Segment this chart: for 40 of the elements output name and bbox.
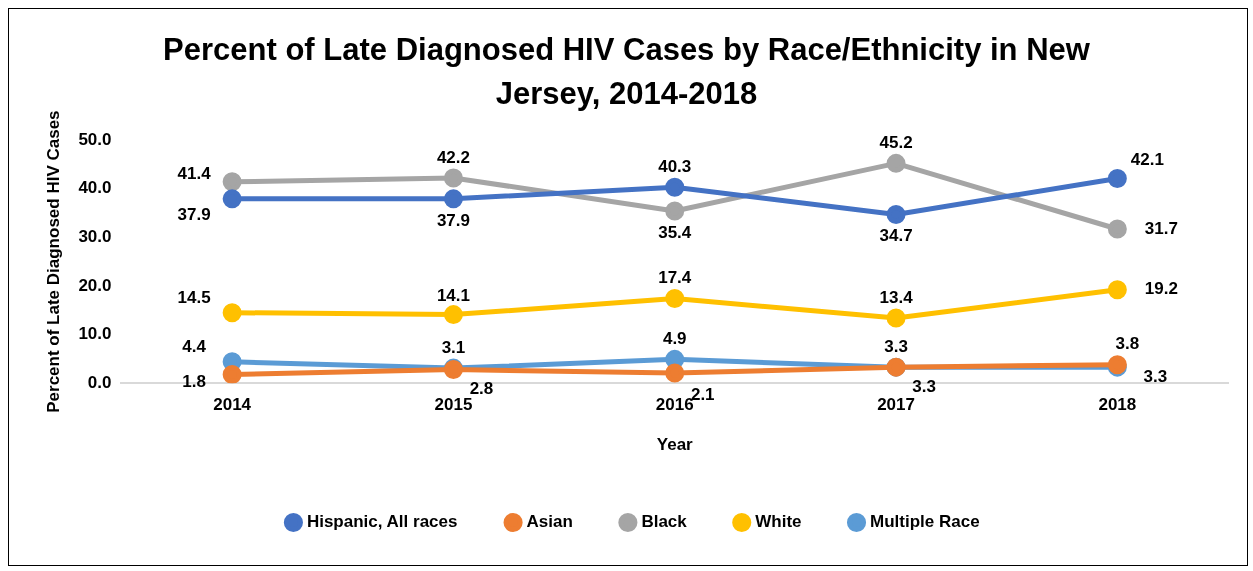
data-label: 4.4 <box>182 337 207 357</box>
data-label: 17.4 <box>658 268 692 288</box>
y-tick-label: 40.0 <box>78 178 112 198</box>
data-label: 3.8 <box>1115 334 1140 354</box>
data-label: 37.9 <box>177 204 211 224</box>
legend-label: Black <box>641 512 688 532</box>
data-label: 41.4 <box>177 163 212 183</box>
data-label: 45.2 <box>879 133 913 153</box>
data-label: 34.7 <box>879 226 913 246</box>
y-tick-label: 30.0 <box>78 226 112 246</box>
y-tick-label: 20.0 <box>78 275 112 295</box>
data-label: 3.3 <box>884 336 908 356</box>
legend-label: Hispanic, All races <box>306 512 458 532</box>
data-label: 19.2 <box>1144 279 1178 299</box>
data-label: 37.9 <box>436 210 470 230</box>
y-tick-label: 50.0 <box>78 129 112 149</box>
legend-label: Asian <box>526 512 573 532</box>
y-tick-label: 0.0 <box>87 372 112 392</box>
data-label: 1.8 <box>182 372 206 392</box>
data-label: 40.3 <box>658 156 692 176</box>
data-label: 35.4 <box>658 222 692 242</box>
data-label: 31.7 <box>1144 218 1178 238</box>
data-label: 3.1 <box>441 337 466 357</box>
x-axis-title: Year <box>656 435 694 455</box>
data-label: 42.2 <box>436 147 470 167</box>
data-label: 14.5 <box>177 288 211 308</box>
data-label: 3.3 <box>1143 366 1168 386</box>
data-label: 13.4 <box>879 287 914 307</box>
data-label: 42.1 <box>1130 150 1164 170</box>
y-tick-label: 10.0 <box>78 324 112 344</box>
chart-title: Percent of Late Diagnosed HIV Cases by Race/Ethnicity in New Jersey, 2014-2018 <box>162 31 1091 113</box>
data-label: 14.1 <box>436 286 470 306</box>
x-tick-label: 2018 <box>1098 395 1137 415</box>
legend-label: Multiple Race <box>870 512 980 532</box>
x-tick-label: 2014 <box>213 395 252 415</box>
y-axis-title: Percent of Late Diagnosed HIV Cases <box>43 110 63 413</box>
data-label: 3.3 <box>912 376 936 396</box>
data-label: 4.9 <box>662 329 687 349</box>
legend-label: White <box>755 512 802 532</box>
x-tick-label: 2017 <box>877 395 915 415</box>
